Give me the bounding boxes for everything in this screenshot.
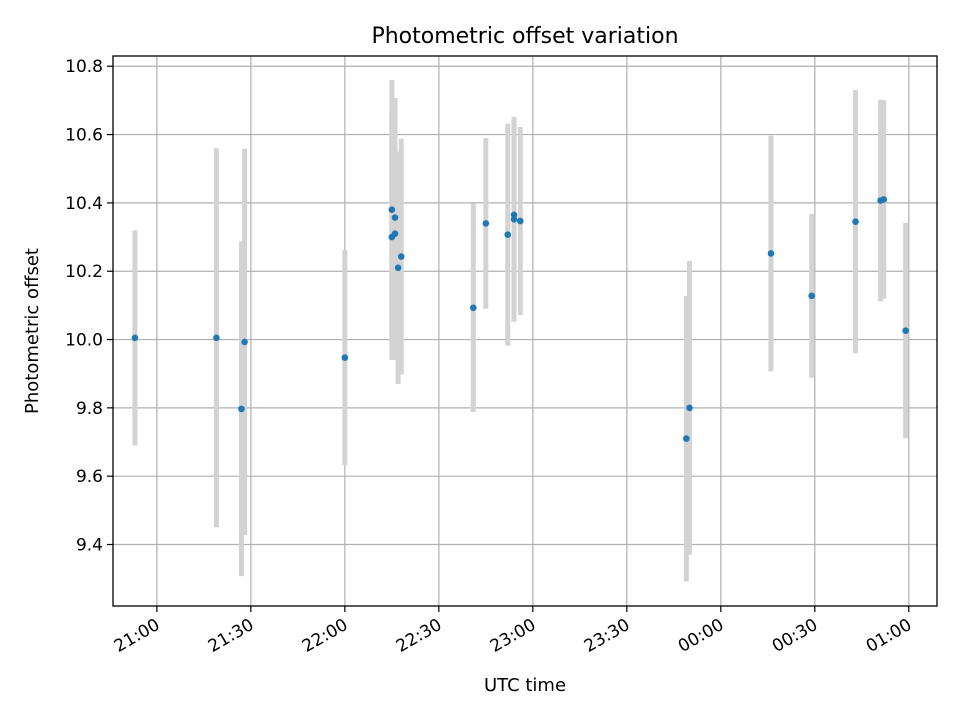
x-tick-label: 01:00 [863, 615, 915, 657]
data-point [767, 250, 775, 257]
x-tick-label: 23:00 [487, 615, 539, 657]
data-point [470, 304, 477, 312]
data-point [391, 230, 399, 237]
data-point [388, 206, 396, 214]
y-tick-label: 9.8 [76, 399, 103, 419]
x-tick-label: 21:30 [205, 615, 257, 657]
y-tick-label: 10.6 [65, 126, 103, 146]
data-point [880, 196, 888, 203]
y-axis-label: Photometric offset [22, 248, 43, 414]
data-point [131, 334, 139, 342]
data-point [510, 211, 518, 219]
data-point [504, 231, 512, 238]
x-tick-label: 22:30 [393, 615, 445, 657]
data-point [341, 354, 349, 361]
y-tick-label: 9.6 [76, 467, 103, 487]
y-tick-label: 10.8 [65, 57, 103, 77]
data-point [686, 404, 693, 412]
x-tick-label: 21:00 [111, 615, 163, 657]
x-axis-label: UTC time [484, 675, 566, 696]
data-point [482, 220, 490, 227]
data-points [131, 196, 909, 442]
y-tick-label: 10.4 [65, 194, 103, 214]
data-point [241, 338, 248, 346]
data-point [397, 253, 405, 260]
data-point [238, 405, 245, 413]
x-tick-label: 23:30 [581, 615, 633, 657]
x-axis-ticks: 21:00 21:30 22:00 22:30 23:00 23:30 00:00 00:30… [111, 606, 915, 657]
data-point [808, 292, 815, 300]
data-point [213, 334, 220, 342]
x-tick-label: 00:30 [769, 615, 821, 657]
data-point [394, 264, 402, 272]
data-point [683, 435, 690, 442]
data-point [517, 217, 524, 225]
grid [113, 56, 937, 606]
y-axis-ticks: 9.4 9.6 9.8 10.0 10.2 10.4 10.6 10.8 [65, 57, 113, 556]
data-point [852, 218, 859, 225]
chart-title: Photometric offset variation [371, 24, 678, 49]
data-point [902, 327, 909, 334]
data-point [391, 214, 399, 221]
y-tick-label: 10.2 [65, 262, 103, 282]
x-tick-label: 22:00 [299, 615, 351, 657]
y-tick-label: 9.4 [76, 536, 103, 556]
plot-frame [112, 55, 938, 607]
x-tick-label: 00:00 [675, 615, 727, 657]
y-tick-label: 10.0 [65, 331, 103, 351]
